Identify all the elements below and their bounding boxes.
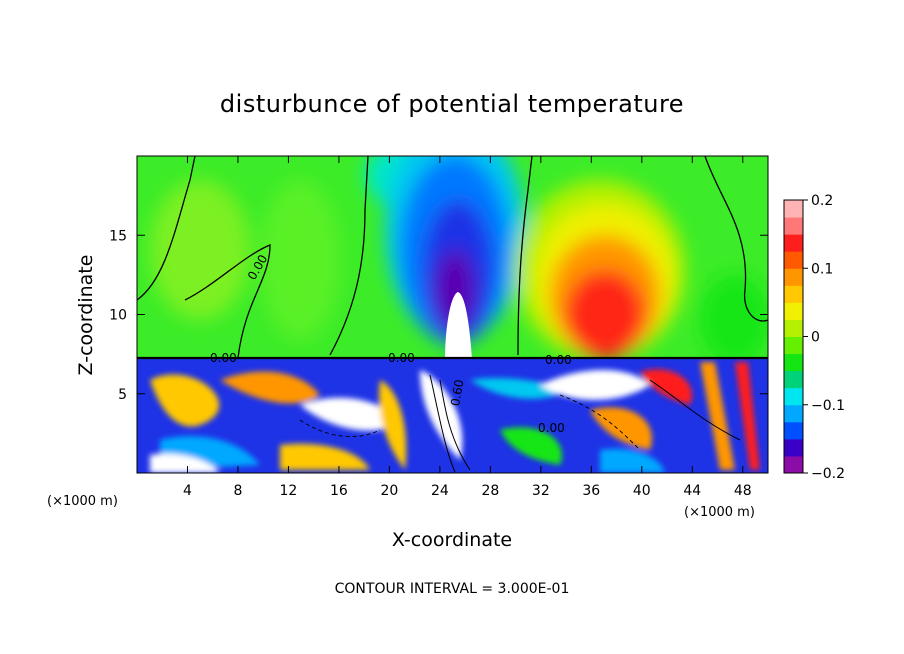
y-tick-label: 15 [109,228,127,244]
upper-field: 0.00 [137,156,768,360]
colorbar [783,199,804,474]
x-tick-label: 44 [683,483,701,499]
x-tick-label: 24 [431,483,449,499]
contour-line [184,244,271,359]
x-tick-label: 40 [633,483,651,499]
contour-line [137,156,196,301]
colorbar-tick-label: 0.1 [811,261,833,277]
colorbar-segment [784,234,803,252]
contour-label: 0.00 [388,351,415,365]
x-unit-right: (×1000 m) [684,505,755,520]
contour-line [704,156,768,322]
chart-title: disturbunce of potential temperature [220,90,684,118]
colorbar-segment [784,438,803,457]
contour-line [517,156,533,356]
x-tick-label: 8 [233,483,242,499]
x-axis-label: X-coordinate [392,529,512,551]
contour-line [429,374,456,473]
colorbar-segment [784,455,803,474]
colorbar-segment [784,336,803,355]
colorbar-ticks: 0.2 0.1 0 −0.1 −0.2 [803,193,845,482]
colorbar-tick-label: 0.2 [811,193,833,209]
y-axis: 5 10 15 [109,228,768,403]
y-tick-label: 10 [109,308,127,324]
plot-area: 0.00 [137,156,768,473]
contour-line [439,379,471,471]
contour-line [299,419,381,438]
colorbar-segment [784,268,803,286]
contour-label: 0.00 [545,353,572,367]
colorbar-segment [784,217,803,235]
contour-line [649,379,741,441]
colorbar-tick-label: −0.1 [811,398,845,414]
x-tick-label: 12 [280,483,298,499]
colorbar-segment [784,404,803,423]
x-tick-label: 36 [582,483,600,499]
x-tick-label: 28 [481,483,499,499]
contour-label: 0.60 [448,378,466,407]
x-tick-label: 48 [734,483,752,499]
colorbar-segment [784,285,803,303]
x-tick-label: 4 [183,483,192,499]
colorbar-segment [784,370,803,389]
colorbar-segment [784,200,803,218]
colorbar-segment [784,302,803,320]
colorbar-segment [784,353,803,372]
x-tick-label: 20 [380,483,398,499]
colorbar-tick-label: −0.2 [811,466,845,482]
contour-line [329,156,369,356]
x-tick-label: 16 [330,483,348,499]
contour-interval-note: CONTOUR INTERVAL = 3.000E-01 [335,581,570,597]
y-axis-label: Z-coordinate [75,255,97,376]
colorbar-segment [784,251,803,269]
colorbar-tick-label: 0 [811,330,820,346]
contour-label: 0.00 [538,421,565,435]
colorbar-segment [784,319,803,337]
y-tick-label: 5 [118,387,127,403]
x-tick-label: 32 [532,483,550,499]
colorbar-segment [784,387,803,406]
x-unit-left: (×1000 m) [47,494,118,509]
x-axis: 4 8 12 16 20 24 28 32 36 40 44 48 [183,156,752,499]
colorbar-segment [784,421,803,440]
lower-field: 0.60 0.00 [137,358,768,473]
contour-label: 0.00 [210,351,237,365]
